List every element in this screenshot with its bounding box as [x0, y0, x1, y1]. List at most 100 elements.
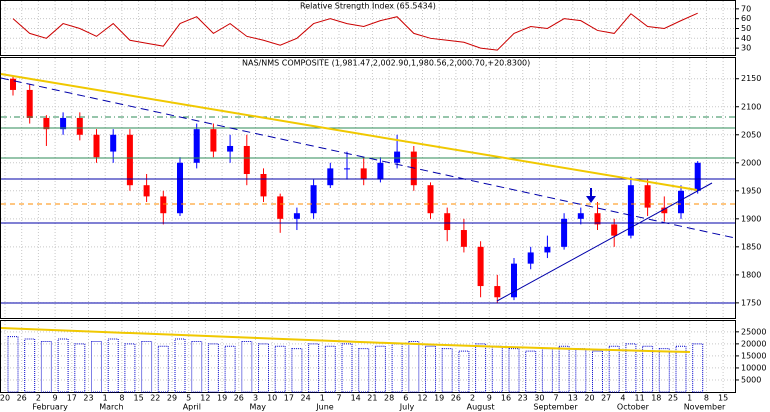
- volume-bar: [57, 338, 69, 393]
- volume-bar: [207, 343, 219, 393]
- x-tick-label: 14: [351, 394, 361, 403]
- x-tick-label: 2: [36, 394, 41, 403]
- candle-body: [644, 185, 651, 208]
- x-tick-label: 23: [518, 394, 528, 403]
- candle-body: [60, 117, 67, 130]
- volume-bar: [7, 336, 19, 393]
- volume-bar: [692, 343, 704, 393]
- candle-body: [110, 134, 117, 152]
- drawings: [0, 73, 736, 353]
- volume-bar: [374, 345, 386, 393]
- x-tick-label: 9: [487, 394, 492, 403]
- x-tick-label: 10: [267, 394, 277, 403]
- month-label: May: [250, 403, 267, 412]
- candle-body: [561, 218, 568, 247]
- x-tick-label: 15: [134, 394, 144, 403]
- candle-body: [678, 190, 684, 214]
- candle-body: [277, 196, 284, 219]
- volume-bar: [241, 340, 253, 393]
- x-tick-label: 26: [17, 394, 27, 403]
- y-tick-label: 2000: [741, 158, 761, 167]
- candle-body: [310, 185, 317, 214]
- arrow: [586, 188, 596, 203]
- y-tick-label: 1800: [741, 270, 761, 279]
- candle-body: [243, 145, 250, 174]
- candle-body: [160, 196, 167, 214]
- volume-bar: [224, 345, 236, 393]
- volume-bar: [642, 345, 654, 393]
- y-tick-label: 30: [741, 44, 751, 53]
- x-tick-label: 15: [718, 394, 728, 403]
- y-tick-label: 10000: [741, 363, 766, 372]
- volume-bar: [24, 338, 36, 393]
- x-tick-label: 26: [451, 394, 461, 403]
- x-tick-label: 2: [470, 394, 475, 403]
- candle-body: [627, 185, 634, 236]
- x-tick-label: 26: [234, 394, 244, 403]
- x-tick-label: 20: [584, 394, 594, 403]
- x-tick-label: 29: [167, 394, 177, 403]
- volume-bar: [408, 340, 420, 393]
- x-tick-label: 12: [200, 394, 210, 403]
- volume-bar: [475, 343, 487, 393]
- month-label: February: [32, 403, 68, 412]
- volume-bar: [174, 338, 186, 393]
- price-title: NAS/NMS COMPOSITE (1,981.47,2,002.90,1,9…: [242, 59, 530, 68]
- candle-body: [76, 117, 83, 135]
- candle-body: [494, 286, 501, 298]
- candle-body: [611, 224, 618, 236]
- rsi-line: [12, 12, 698, 51]
- x-tick-label: 20: [0, 394, 10, 403]
- y-tick-label: 2150: [741, 74, 761, 83]
- month-label: October: [617, 403, 650, 412]
- rsi-title: Relative Strength Index (65.5434): [300, 2, 436, 11]
- volume-bar: [308, 343, 320, 393]
- volume-bar: [425, 345, 436, 393]
- volume-bar: [91, 340, 102, 393]
- y-tick-label: 70: [741, 4, 751, 13]
- volume-bar: [341, 343, 353, 393]
- candle-body: [477, 246, 484, 287]
- candle-body: [177, 162, 183, 214]
- candle-body: [511, 263, 517, 298]
- volume-bar: [107, 338, 119, 393]
- price-frame: [0, 57, 736, 319]
- candle-body: [10, 78, 16, 90]
- y-tick-label: 60: [741, 14, 751, 23]
- x-tick-label: 23: [83, 394, 93, 403]
- x-tick-label: 17: [67, 394, 77, 403]
- x-tick-label: 19: [217, 394, 227, 403]
- volume-bar: [157, 345, 169, 393]
- x-tick-label: 19: [434, 394, 444, 403]
- volume-average: [0, 327, 691, 353]
- x-tick-label: 18: [651, 394, 661, 403]
- candle-body: [260, 173, 267, 197]
- volume-bar: [74, 343, 86, 393]
- x-tick-label: 1: [320, 394, 325, 403]
- trendline: [0, 77, 736, 239]
- candle-body: [293, 213, 300, 219]
- y-tick-label: 1950: [741, 186, 761, 195]
- x-tick-label: 16: [501, 394, 511, 403]
- month-label: April: [183, 403, 201, 412]
- candle-body: [210, 129, 217, 152]
- y-tick-label: 5000: [741, 375, 761, 384]
- x-tick-label: 17: [284, 394, 294, 403]
- y-tick-label: 1750: [741, 298, 761, 307]
- volume-bar: [291, 348, 303, 393]
- volume-bar: [625, 343, 637, 393]
- x-tick-label: 21: [367, 394, 377, 403]
- candle-body: [126, 134, 133, 186]
- x-tick-label: 6: [403, 394, 408, 403]
- volume-bar: [608, 345, 620, 393]
- candle-body: [527, 252, 534, 264]
- candle-body: [327, 168, 334, 186]
- candle-body: [193, 129, 200, 163]
- y-tick-label: 1850: [741, 242, 761, 251]
- volume-bar: [491, 345, 503, 393]
- x-tick-label: 22: [150, 394, 160, 403]
- volume-bar: [441, 348, 453, 393]
- volume-bar: [324, 345, 336, 393]
- volume-bar: [124, 343, 136, 393]
